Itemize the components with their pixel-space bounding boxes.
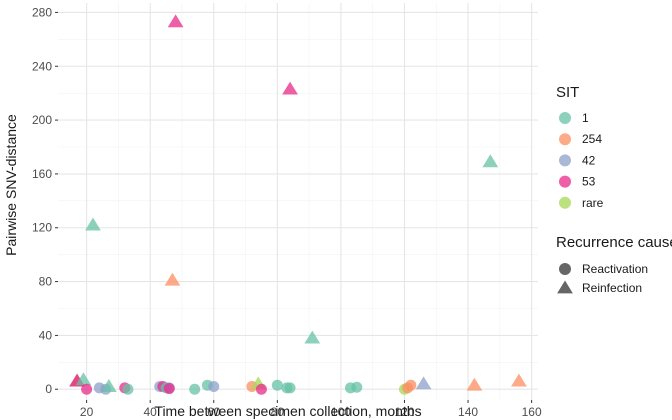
data-point-reactivation: [81, 383, 93, 395]
data-point-reactivation: [163, 383, 175, 395]
legend-key-reactivation: [559, 263, 571, 275]
data-point-reactivation: [189, 383, 201, 395]
legend-title-recurrence-cause: Recurrence cause: [556, 234, 672, 251]
data-point-reactivation: [255, 383, 267, 395]
data-point-reinfection: [167, 14, 184, 28]
legend-label-sit-254: 254: [582, 132, 602, 146]
data-point-reinfection: [415, 376, 432, 390]
legend-key-sit-254: [559, 133, 571, 146]
y-tick-label: 40: [39, 328, 53, 342]
data-point-reinfection: [75, 372, 92, 386]
color-legend-entries: 1 254 42 53 rare: [559, 111, 604, 210]
data-point-reinfection: [164, 272, 181, 286]
y-tick-label: 0: [45, 382, 52, 396]
data-point-reinfection: [85, 217, 101, 231]
legend-label-sit-rare: rare: [582, 196, 604, 210]
x-tick-label: 20: [80, 405, 94, 419]
legend-label-sit-1: 1: [582, 111, 589, 125]
x-tick-label: 40: [144, 405, 158, 419]
x-tick-label: 60: [207, 405, 221, 419]
legend-label-reinfection: Reinfection: [582, 281, 642, 295]
data-point-reactivation: [271, 379, 283, 391]
data-point-reactivation: [208, 381, 220, 393]
legend-label-sit-42: 42: [582, 153, 596, 167]
data-point-reinfection: [282, 81, 298, 95]
legend-title-sit: SIT: [556, 84, 579, 101]
shape-legend-entries: Reactivation Reinfection: [557, 262, 648, 295]
data-point-reinfection: [511, 373, 527, 387]
legend: SIT 1 254 42 53 rare Recurrence cause Reacti…: [556, 84, 672, 295]
data-point-reactivation: [122, 383, 134, 395]
legend-label-sit-53: 53: [582, 175, 596, 189]
y-tick-label: 200: [32, 113, 52, 127]
data-point-reinfection: [100, 379, 117, 392]
x-tick-label: 80: [271, 405, 285, 419]
legend-label-reactivation: Reactivation: [582, 262, 648, 276]
legend-key-sit-1: [559, 112, 571, 124]
y-tick-label: 80: [39, 275, 53, 289]
y-tick-label: 240: [32, 59, 52, 73]
y-tick-label: 120: [32, 221, 52, 235]
legend-key-reinfection: [557, 280, 573, 294]
legend-key-sit-42: [559, 154, 571, 167]
x-tick-label: 120: [394, 405, 414, 419]
data-point-reinfection: [466, 377, 483, 391]
x-axis: 20 40 60 80 100 120 140 160: [80, 400, 542, 419]
data-point-reinfection: [304, 330, 321, 344]
x-tick-label: 160: [522, 405, 542, 419]
data-point-reactivation: [405, 379, 417, 391]
plot-panel: [58, 3, 538, 400]
y-tick-label: 280: [32, 5, 52, 19]
x-tick-label: 140: [458, 405, 478, 419]
legend-key-sit-53: [559, 175, 571, 188]
data-point-reinfection: [482, 154, 499, 168]
y-axis-title: Pairwise SNV-distance: [3, 114, 19, 256]
x-axis-title: Time between specimen collection, months: [154, 403, 421, 419]
y-tick-label: 160: [32, 167, 52, 181]
y-axis: 0 40 80 120 160 200 240 280: [32, 5, 58, 396]
data-point-reactivation: [351, 381, 363, 393]
data-point-reactivation: [284, 382, 296, 394]
legend-key-sit-rare: [559, 196, 571, 209]
x-tick-label: 100: [331, 405, 351, 419]
